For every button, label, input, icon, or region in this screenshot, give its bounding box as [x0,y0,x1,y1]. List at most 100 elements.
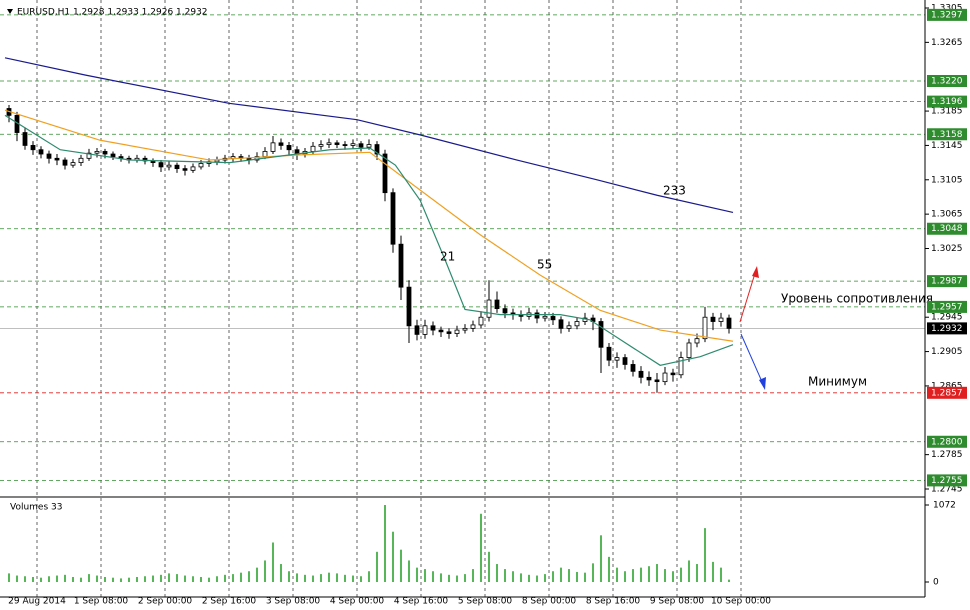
candle-body [718,317,724,322]
candle-body [430,325,436,331]
level-label: 1.2800 [931,437,963,447]
candle-body [262,151,268,157]
arrow-up-head [752,266,759,278]
level-label: 1.3048 [931,224,963,234]
level-label-box [927,95,967,108]
candle-body [462,327,468,331]
candle-body [494,299,500,310]
level-label: 1.3297 [931,10,963,20]
series-name: 21 [440,250,455,264]
candle-body [182,168,188,171]
candle-body [350,143,356,146]
candle-body [454,329,460,334]
candle-body [622,357,628,365]
candle-body [54,157,60,161]
level-label-box [927,275,967,288]
candle-body [638,370,644,378]
x-tick-label: 3 Sep 08:00 [266,597,321,607]
level-label: 1.3196 [931,97,963,107]
candle-body [486,299,492,318]
candle-body [102,151,108,155]
candle-body [310,145,316,152]
annotation: Уровень сопротивления [781,292,933,306]
candle-body [278,142,284,146]
level-label-box [927,75,967,88]
x-tick-label: 29 Aug 2014 [8,597,66,607]
candle-body [174,164,180,170]
candle-body [446,331,452,334]
volume-tick-label: 1072 [933,501,956,511]
candle-body [470,324,476,329]
candle-body [334,142,340,145]
candle-body [366,144,372,148]
candle-body [662,372,668,383]
level-label: 1.2957 [931,302,963,312]
candle-body [86,152,92,159]
y-tick-label: 1.3305 [931,4,963,14]
y-tick-label: 1.2785 [931,450,963,460]
annotation: Минимум [808,375,867,389]
arrow-down-head [759,377,766,390]
level-label-box [927,435,967,448]
y-tick-label: 1.3065 [931,210,963,220]
x-tick-label: 2 Sep 16:00 [202,597,257,607]
candle-body [374,144,380,155]
y-tick-label: 1.2745 [931,485,963,495]
candle-body [670,372,676,376]
level-label-box [927,322,967,335]
candle-body [422,325,428,335]
candle-body [166,164,172,168]
y-tick-label: 1.3025 [931,244,963,254]
level-label-box [927,128,967,141]
candle-body [542,315,548,319]
candle-body [358,143,364,148]
candle-body [702,316,708,340]
candle-body [198,163,204,168]
header: EURUSD,H1 1.2928 1.2933 1.2926 1.2932 [17,8,208,18]
arrow-up [739,269,757,323]
level-label-box [927,386,967,399]
moving-average [4,57,734,214]
volume-tick-label: 0 [933,578,939,588]
level-label: 1.2987 [931,277,963,287]
menu-triangle[interactable] [7,9,13,14]
candle-body [30,145,36,151]
arrow-down [740,333,764,385]
candle-body [62,159,68,166]
candle-body [726,317,732,329]
x-tick-label: 8 Sep 00:00 [522,597,577,607]
x-tick-label: 4 Sep 00:00 [330,597,385,607]
candle-body [342,144,348,146]
candle-body [46,153,52,159]
x-tick-label: 4 Sep 16:00 [394,597,449,607]
level-label: 1.3158 [931,130,963,140]
candle-body [438,329,444,333]
level-label-box [927,8,967,21]
candle-body [398,243,404,288]
y-tick-label: 1.3265 [931,38,963,48]
x-tick-label: 9 Sep 08:00 [650,597,705,607]
level-label: 1.2857 [931,388,963,398]
candle-body [710,316,716,322]
candle-body [414,325,420,335]
candle-body [574,321,580,327]
y-tick-label: 1.2865 [931,381,963,391]
x-tick-label: 2 Sep 00:00 [138,597,193,607]
candle-body [318,144,324,147]
candle-body [382,153,388,194]
candle-body [70,162,76,166]
y-tick-label: 1.3105 [931,175,963,185]
candle-body [94,151,100,154]
candle-body [286,145,292,151]
candle-body [654,379,660,383]
candle-body [38,149,44,155]
candle-body [630,364,636,372]
level-label: 1.2755 [931,476,963,486]
candle-body [678,357,684,376]
candle-body [550,315,556,321]
candle-body [78,157,84,164]
volume-label: Volumes 33 [10,503,62,513]
y-tick-label: 1.2905 [931,347,963,357]
x-tick-label: 1 Sep 08:00 [74,597,129,607]
series-name: 55 [537,258,552,272]
